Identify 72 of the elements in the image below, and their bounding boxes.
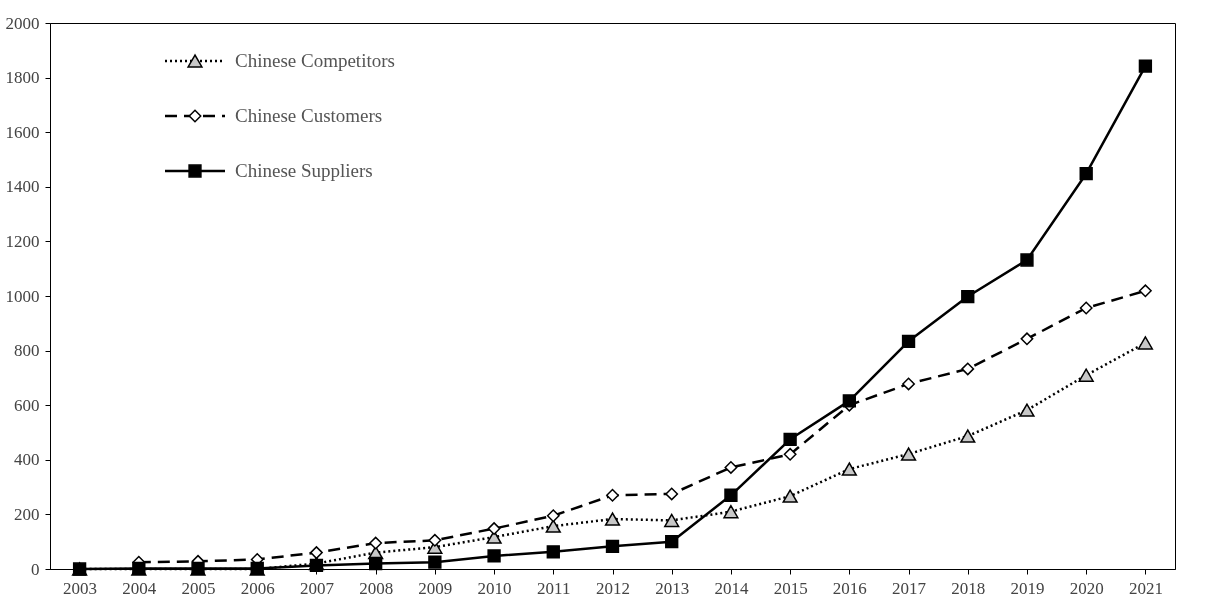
point	[901, 334, 916, 348]
point	[783, 447, 797, 461]
point	[310, 546, 323, 560]
point	[724, 460, 738, 474]
y-tick-label: 1000	[5, 286, 40, 306]
point	[1020, 332, 1034, 346]
x-tick-label: 2021	[1128, 578, 1163, 598]
point	[842, 394, 857, 408]
x-tick-label: 2017	[892, 578, 927, 598]
point	[606, 488, 619, 502]
x-tick-label: 2020	[1069, 578, 1104, 598]
y-tick-label: 1800	[5, 68, 40, 88]
x-tick-label: 2013	[655, 578, 690, 598]
y-tick-label: 400	[14, 450, 40, 470]
point	[428, 533, 442, 547]
point	[1019, 403, 1035, 417]
x-tick-label: 2010	[477, 578, 512, 598]
point	[1137, 336, 1154, 350]
x-tick-label: 2007	[299, 578, 335, 598]
x-tick-label: 2003	[63, 578, 98, 598]
point	[841, 462, 857, 476]
point	[960, 429, 976, 443]
x-tick-label: 2015	[773, 578, 808, 598]
point	[546, 545, 560, 559]
point	[368, 556, 383, 571]
point	[369, 536, 383, 550]
point	[665, 487, 679, 501]
point	[1138, 284, 1152, 298]
point	[546, 509, 560, 523]
point	[723, 504, 739, 519]
point	[724, 488, 738, 502]
legend-label: Chinese Customers	[235, 105, 383, 126]
point	[664, 513, 680, 528]
point	[604, 512, 621, 526]
point	[1079, 301, 1093, 315]
point	[1020, 253, 1034, 267]
point	[545, 519, 561, 533]
y-tick-label: 2000	[5, 13, 40, 33]
x-tick-label: 2008	[359, 578, 394, 598]
y-tick-label: 800	[14, 341, 40, 361]
point	[783, 432, 797, 446]
x-tick-label: 2016	[832, 578, 867, 598]
point	[1079, 167, 1093, 181]
point	[487, 522, 501, 536]
x-tick-label: 2014	[714, 578, 749, 598]
point	[487, 549, 501, 563]
x-tick-label: 2006	[240, 578, 275, 598]
legend-label: Chinese Suppliers	[235, 160, 373, 181]
y-tick-label: 1200	[5, 231, 40, 251]
x-tick-label: 2005	[181, 578, 216, 598]
y-tick-label: 1600	[5, 122, 40, 142]
point	[1078, 368, 1094, 382]
x-tick-label: 2019	[1010, 578, 1045, 598]
point	[1138, 59, 1153, 73]
point	[900, 447, 917, 461]
y-tick-label: 1400	[5, 177, 40, 197]
y-tick-label: 200	[14, 504, 40, 524]
x-tick-label: 2011	[537, 578, 571, 598]
point	[902, 377, 915, 391]
x-tick-label: 2012	[596, 578, 630, 598]
y-tick-label: 0	[31, 559, 40, 579]
legend-label: Chinese Competitors	[235, 50, 395, 71]
point	[665, 535, 679, 549]
x-tick-label: 2018	[951, 578, 986, 598]
point	[961, 362, 975, 376]
point	[428, 555, 442, 569]
point	[961, 289, 975, 304]
y-tick-label: 600	[14, 395, 40, 415]
x-tick-label: 2004	[122, 578, 157, 598]
x-tick-label: 2009	[418, 578, 453, 598]
point	[782, 489, 798, 503]
point	[605, 539, 620, 554]
